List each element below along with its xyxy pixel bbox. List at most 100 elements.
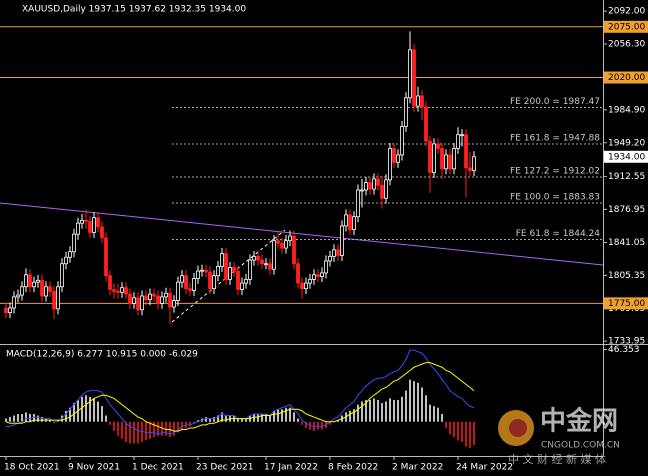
candle-body xyxy=(204,269,208,273)
macd-histogram-bar xyxy=(449,421,451,435)
candle-body xyxy=(120,287,124,293)
macd-histogram-bar xyxy=(21,413,23,422)
macd-histogram-bar xyxy=(209,418,211,422)
candle-body xyxy=(132,297,136,304)
fib-level-label: FE 200.0 = 1987.47 xyxy=(510,97,600,107)
macd-histogram-bar xyxy=(65,410,67,422)
candle-body xyxy=(64,256,68,265)
candle-body xyxy=(432,143,436,173)
candle-body xyxy=(240,282,244,290)
y-tick-label: 1805.35 xyxy=(608,271,645,281)
macd-histogram-bar xyxy=(81,396,83,422)
candle-body xyxy=(76,222,80,235)
macd-histogram-bar xyxy=(225,415,227,422)
macd-histogram-bar xyxy=(41,417,43,422)
candle-body xyxy=(304,282,308,290)
candle-body xyxy=(176,281,180,301)
candle-body xyxy=(8,307,12,313)
macd-histogram-bar xyxy=(385,401,387,422)
candle-body xyxy=(44,286,48,297)
candle-body xyxy=(128,293,132,304)
candle-body xyxy=(140,295,144,311)
y-tick-label: 1912.55 xyxy=(608,172,645,182)
fib-level-label: FE 100.0 = 1883.83 xyxy=(510,193,600,203)
candle-body xyxy=(32,281,36,288)
candle-body xyxy=(300,282,304,290)
macd-histogram-bar xyxy=(161,421,163,436)
candle-body xyxy=(396,154,400,163)
macd-histogram-bar xyxy=(69,407,71,422)
macd-histogram-bar xyxy=(145,421,147,441)
macd-histogram-bar xyxy=(473,421,475,446)
macd-histogram-bar xyxy=(429,404,431,422)
candle-body xyxy=(452,148,456,170)
candle-body xyxy=(420,95,424,108)
macd-histogram-bar xyxy=(321,421,323,430)
candle-body xyxy=(312,274,316,280)
macd-histogram-bar xyxy=(105,415,107,422)
candle-body xyxy=(368,182,372,190)
candle-body xyxy=(348,214,352,231)
y-tick-label: 1984.90 xyxy=(608,105,645,115)
candle-body xyxy=(264,263,268,266)
macd-histogram-bar xyxy=(361,401,363,422)
watermark: 中金网 CNGOLD.COM.CN 中 文 财 经 新 媒 体 xyxy=(498,406,620,466)
macd-histogram-bar xyxy=(273,410,275,422)
macd-histogram-bar xyxy=(173,421,175,436)
macd-histogram-bar xyxy=(353,409,355,422)
macd-histogram-bar xyxy=(109,421,111,425)
macd-histogram-bar xyxy=(57,420,59,422)
last-price-box xyxy=(604,150,648,163)
candle-body xyxy=(424,106,428,142)
candle-body xyxy=(444,154,448,170)
macd-histogram-bar xyxy=(113,421,115,432)
macd-histogram-bar xyxy=(289,407,291,422)
candle-body xyxy=(180,275,184,283)
candle-body xyxy=(380,184,384,199)
candle-body xyxy=(292,235,296,265)
trend-line xyxy=(0,202,604,266)
watermark-brand: 中金网 xyxy=(540,406,618,437)
macd-histogram-bar xyxy=(393,399,395,422)
candle-body xyxy=(332,249,336,257)
macd-histogram-bar xyxy=(421,387,423,422)
macd-histogram-bar xyxy=(177,421,179,433)
macd-histogram-bar xyxy=(425,395,427,422)
candle-body xyxy=(372,178,376,190)
candle-body xyxy=(60,263,64,288)
x-tick-label: 18 Oct 2021 xyxy=(4,463,60,473)
candle-body xyxy=(388,148,392,181)
candle-body xyxy=(384,179,388,199)
candle-body xyxy=(28,274,32,288)
candle-body xyxy=(416,95,420,107)
candle-body xyxy=(232,267,236,272)
candle-body xyxy=(12,296,16,309)
macd-histogram-bar xyxy=(369,399,371,422)
candle-body xyxy=(136,297,140,311)
x-tick-label: 8 Feb 2022 xyxy=(328,463,378,473)
x-tick-label: 1 Dec 2021 xyxy=(132,463,184,473)
level-price-box xyxy=(604,297,648,310)
candle-body xyxy=(220,253,224,267)
macd-signal-line xyxy=(5,362,475,432)
level-price-label: 1775.00 xyxy=(608,299,645,309)
candle-body xyxy=(192,278,196,291)
candle-body xyxy=(344,214,348,227)
candle-body xyxy=(112,289,116,292)
candle-body xyxy=(100,226,104,239)
candle-body xyxy=(208,271,212,290)
candle-body xyxy=(108,275,112,290)
candle-body xyxy=(52,290,56,310)
candle-body xyxy=(224,253,228,280)
macd-histogram-bar xyxy=(5,418,7,422)
macd-histogram-bar xyxy=(37,415,39,422)
x-tick-label: 24 Mar 2022 xyxy=(456,463,513,473)
macd-histogram-bar xyxy=(329,421,331,425)
macd-histogram-bar xyxy=(149,421,151,439)
macd-histogram-bar xyxy=(409,379,411,422)
level-price-label: 2075.00 xyxy=(608,22,645,32)
x-tick-label: 2 Mar 2022 xyxy=(392,463,443,473)
macd-histogram-bar xyxy=(265,413,267,422)
chart-title: XAUUSD,Daily 1937.15 1937.62 1932.35 193… xyxy=(22,5,246,15)
